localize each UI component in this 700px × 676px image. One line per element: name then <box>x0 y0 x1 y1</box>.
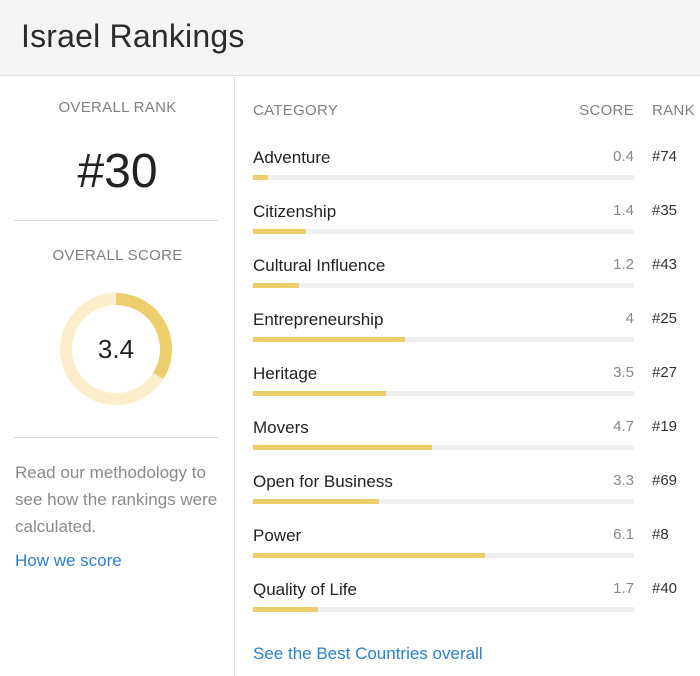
overall-score-value: 3.4 <box>97 334 135 364</box>
divider <box>14 220 218 221</box>
category-rank: #27 <box>652 364 678 381</box>
category-rank: #69 <box>652 472 678 489</box>
category-score: 3.5 <box>613 364 634 381</box>
score-bar-track <box>253 391 634 396</box>
score-bar-track <box>253 445 634 450</box>
score-donut <box>60 293 172 405</box>
category-rank: #19 <box>652 418 678 435</box>
category-rank: #8 <box>652 526 669 543</box>
category-score: 6.1 <box>613 526 634 543</box>
methodology-text: Read our methodology to see how the rank… <box>15 463 218 536</box>
category-name: Power <box>253 526 302 545</box>
category-score: 4 <box>625 310 634 327</box>
category-score: 1.4 <box>613 202 634 219</box>
score-bar-fill <box>253 283 299 288</box>
score-bar-track <box>253 175 634 180</box>
overall-rank-label: OVERALL RANK <box>58 99 177 116</box>
category-name: Cultural Influence <box>253 256 386 275</box>
category-name: Movers <box>253 418 309 437</box>
score-bar-track <box>253 283 634 288</box>
category-rank: #74 <box>652 148 678 165</box>
overall-panel: OVERALL RANK #30 OVERALL SCORE 3.4 Read … <box>0 77 235 676</box>
category-score: 0.4 <box>613 148 634 165</box>
overall-score-label: OVERALL SCORE <box>52 247 183 264</box>
score-bar-fill <box>253 337 406 342</box>
donut-fill <box>60 293 172 405</box>
page-header: Israel Rankings <box>0 0 700 76</box>
category-score: 1.2 <box>613 256 634 273</box>
score-bar-fill <box>253 607 318 612</box>
category-column-header: CATEGORY <box>253 102 339 119</box>
table-row: Citizenship 1.4 #35 <box>236 202 700 256</box>
overall-rank-value: #30 <box>77 145 158 198</box>
category-rank: #35 <box>652 202 678 219</box>
score-bar-track <box>253 229 634 234</box>
table-row: Adventure 0.4 #74 <box>236 148 700 202</box>
table-row: Movers 4.7 #19 <box>236 418 700 472</box>
category-rank: #43 <box>652 256 678 273</box>
table-row: Quality of Life 1.7 #40 <box>236 580 700 634</box>
category-name: Open for Business <box>253 472 393 491</box>
how-we-score-link[interactable]: How we score <box>15 551 122 570</box>
table-row: Heritage 3.5 #27 <box>236 364 700 418</box>
category-name: Adventure <box>253 148 331 167</box>
score-bar-track <box>253 553 634 558</box>
score-bar-fill <box>253 553 486 558</box>
score-bar-track <box>253 607 634 612</box>
score-bar-track <box>253 337 634 342</box>
table-row: Power 6.1 #8 <box>236 526 700 580</box>
category-rank: #25 <box>652 310 678 327</box>
rank-column-header: RANK <box>652 102 695 119</box>
table-row: Entrepreneurship 4 #25 <box>236 310 700 364</box>
category-score: 3.3 <box>613 472 634 489</box>
category-score: 4.7 <box>613 418 634 435</box>
score-bar-fill <box>253 391 387 396</box>
score-bar-fill <box>253 499 379 504</box>
score-bar-track <box>253 499 634 504</box>
category-score: 1.7 <box>613 580 634 597</box>
score-bar-fill <box>253 175 269 180</box>
category-name: Citizenship <box>253 202 337 221</box>
category-table: CATEGORY SCORE RANK Adventure 0.4 #74 Ci… <box>236 77 700 676</box>
score-bar-fill <box>253 445 433 450</box>
category-name: Entrepreneurship <box>253 310 384 329</box>
category-name: Quality of Life <box>253 580 357 599</box>
page-title: Israel Rankings <box>21 18 245 54</box>
category-name: Heritage <box>253 364 318 383</box>
table-row: Cultural Influence 1.2 #43 <box>236 256 700 310</box>
divider <box>14 437 218 438</box>
category-rank: #40 <box>652 580 678 597</box>
table-row: Open for Business 3.3 #69 <box>236 472 700 526</box>
score-bar-fill <box>253 229 307 234</box>
best-countries-link[interactable]: See the Best Countries overall <box>253 644 483 663</box>
score-column-header: SCORE <box>579 102 634 119</box>
